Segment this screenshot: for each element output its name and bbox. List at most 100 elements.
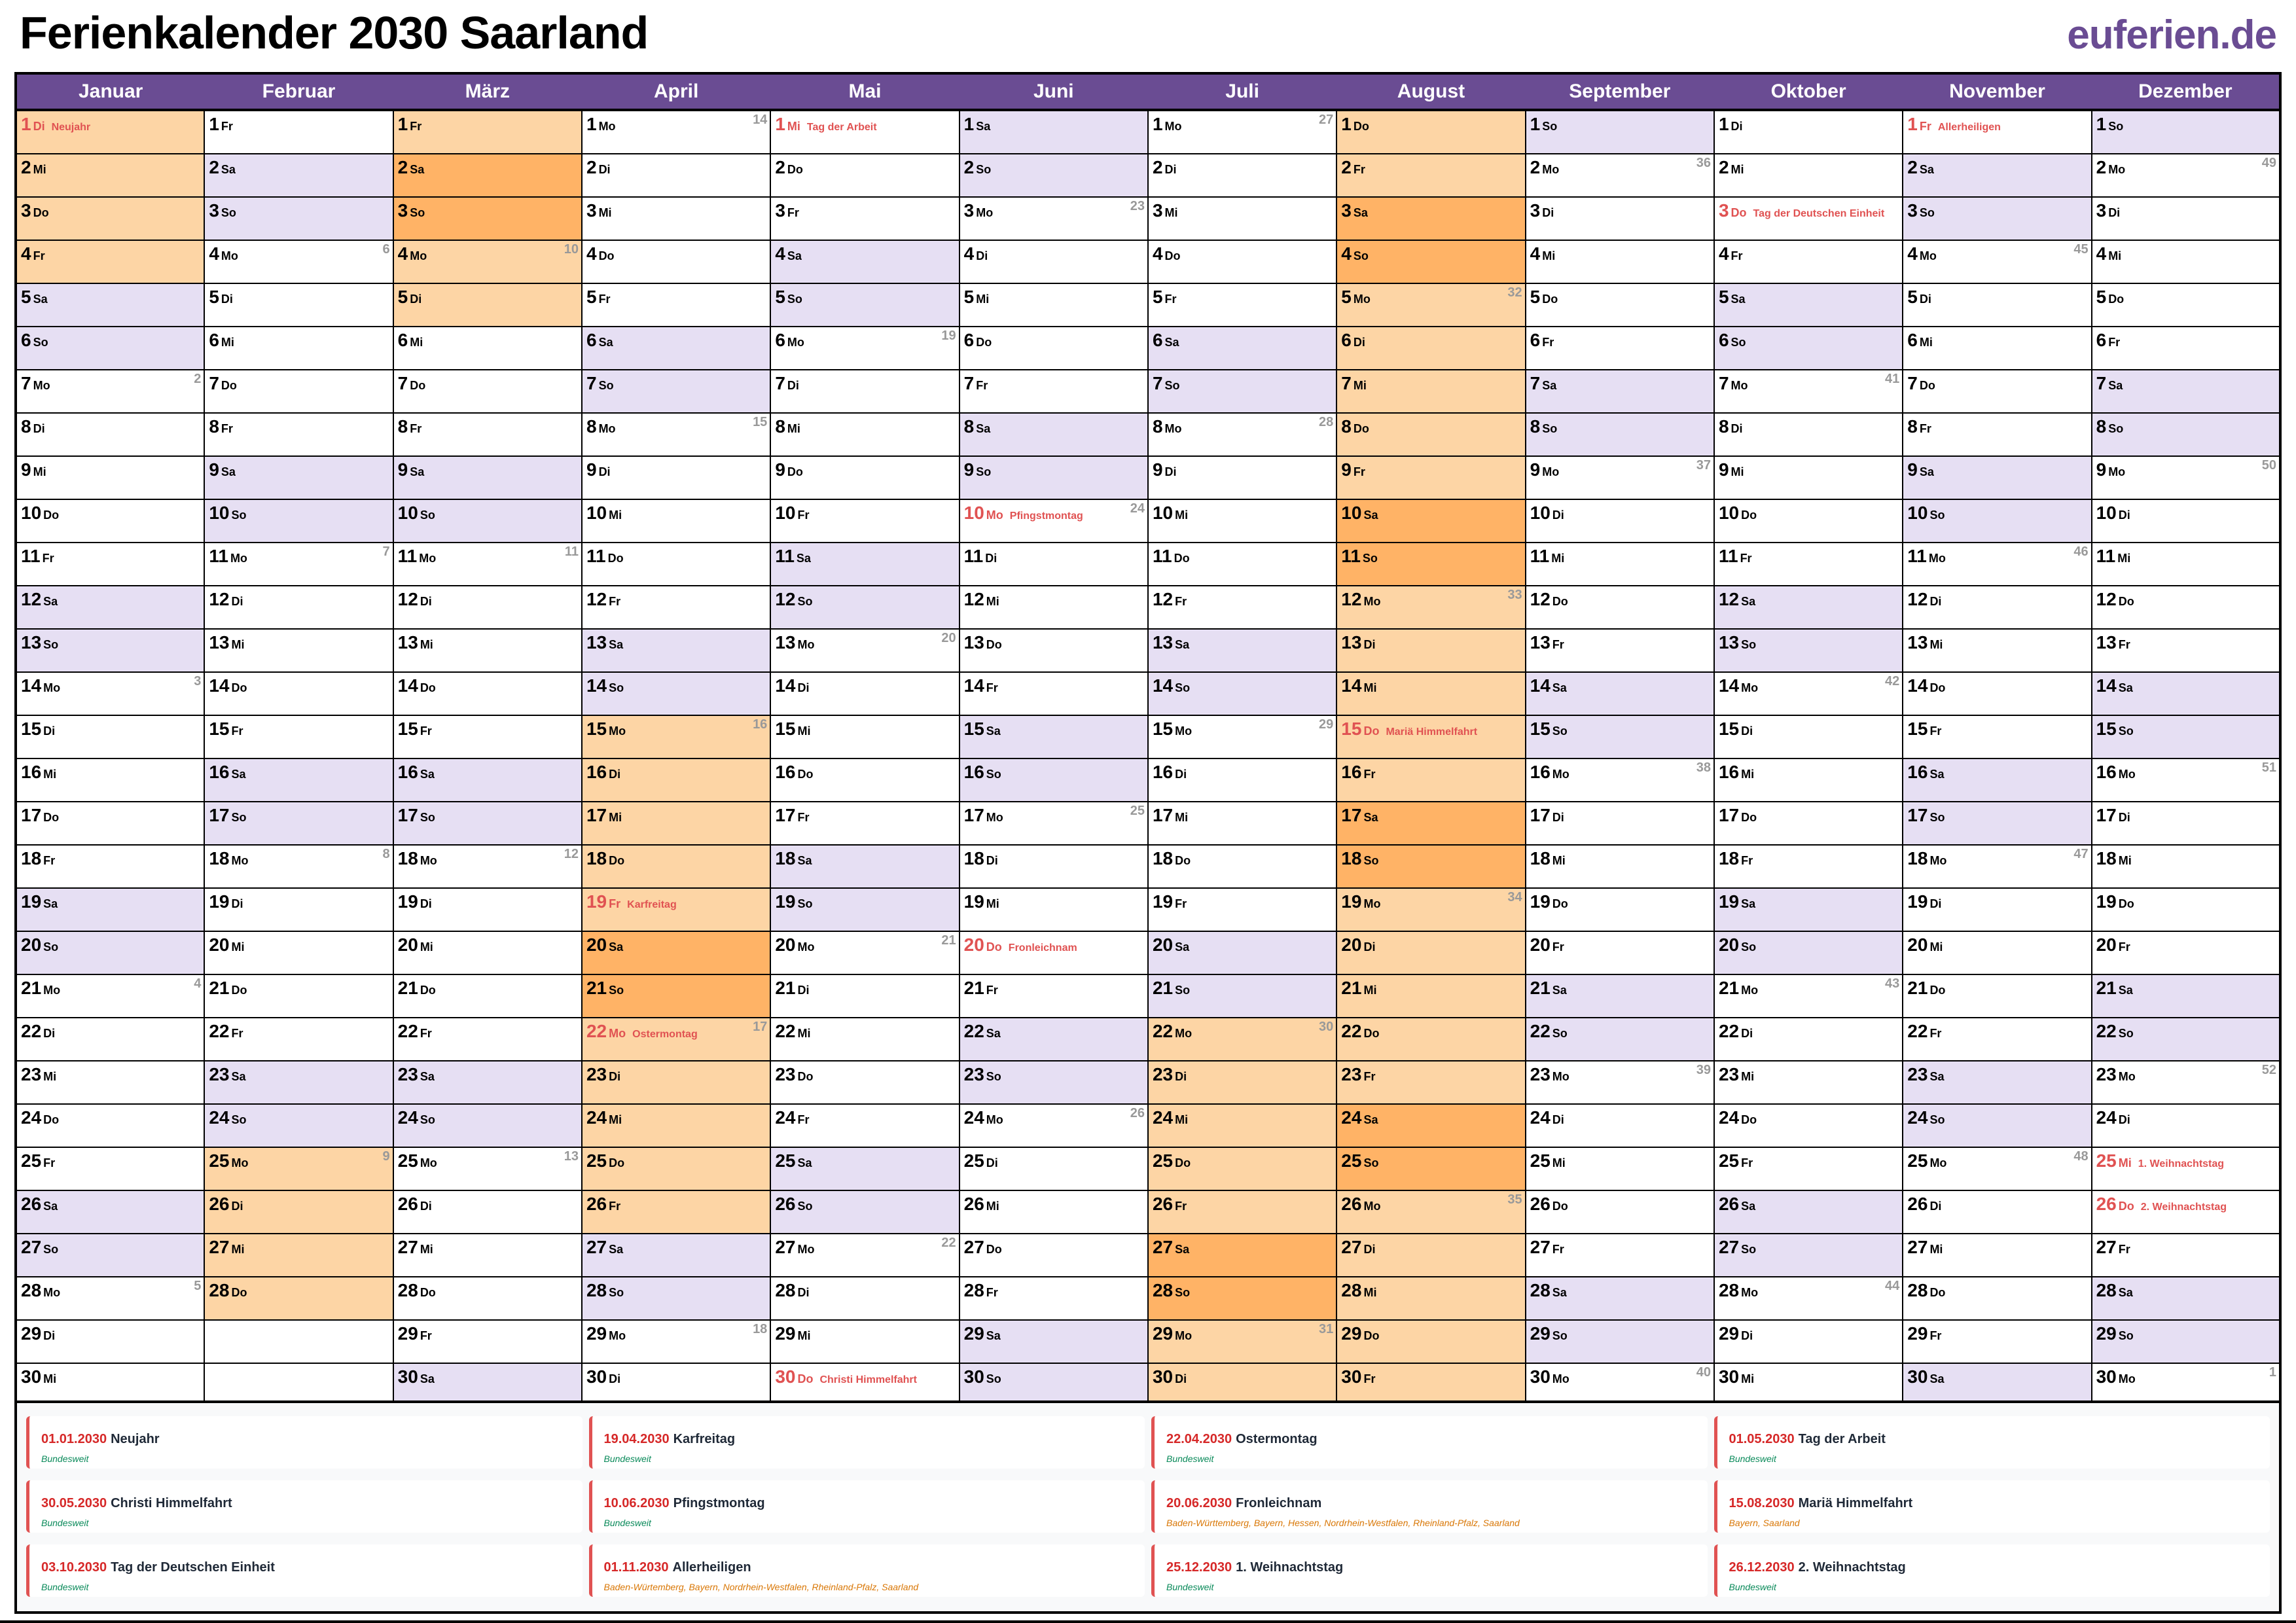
day-cell[interactable]: 1 Fr Allerheiligen [1902,109,2092,154]
day-cell[interactable]: 2 Sa [204,153,394,198]
day-cell[interactable]: 7 Sa [1524,369,1715,414]
day-cell[interactable]: 28 So [581,1276,772,1321]
day-cell[interactable]: 8 Fr [204,412,394,457]
day-cell[interactable]: 6 Mi [204,326,394,370]
day-cell[interactable]: 7 Mo 41 [1713,369,1904,414]
day-cell[interactable]: 7 Do [204,369,394,414]
day-cell[interactable]: 9 Sa [204,455,394,500]
day-cell[interactable]: 1 Do [1336,109,1526,154]
day-cell[interactable]: 18 Fr [14,844,206,889]
day-cell[interactable]: 18 Fr [1713,844,1904,889]
day-cell[interactable]: 3 Mi [581,196,772,241]
day-cell[interactable]: 27 Di [1336,1233,1526,1277]
day-cell[interactable]: 2 Do [770,153,960,198]
day-cell[interactable]: 29 Mi [770,1319,960,1364]
day-cell[interactable]: 10 Mi [581,499,772,543]
day-cell[interactable]: 11 Do [581,542,772,586]
day-cell[interactable]: 20 So [1713,931,1904,975]
day-cell[interactable]: 21 Di [770,974,960,1018]
day-cell[interactable]: 1 Mo 27 [1147,109,1338,154]
day-cell[interactable]: 26 Do [1524,1190,1715,1234]
day-cell[interactable]: 23 Fr [1336,1060,1526,1105]
day-cell[interactable]: 26 Fr [1147,1190,1338,1234]
day-cell[interactable]: 15 Di [1713,715,1904,759]
day-cell[interactable]: 6 Mi [392,326,583,370]
day-cell[interactable]: 12 Mo 33 [1336,585,1526,630]
day-cell[interactable]: 5 So [770,283,960,327]
day-cell[interactable]: 6 Do [958,326,1149,370]
day-cell[interactable]: 2 So [958,153,1149,198]
day-cell[interactable]: 19 Di [392,887,583,932]
day-cell[interactable]: 18 Sa [770,844,960,889]
day-cell[interactable]: 6 Sa [1147,326,1338,370]
day-cell[interactable]: 5 Fr [581,283,772,327]
day-cell[interactable]: 14 Sa [1524,671,1715,716]
day-cell[interactable]: 1 Di [1713,109,1904,154]
day-cell[interactable]: 7 Fr [958,369,1149,414]
day-cell[interactable]: 8 Fr [392,412,583,457]
day-cell[interactable]: 14 Fr [958,671,1149,716]
day-cell[interactable]: 17 So [204,801,394,846]
day-cell[interactable]: 14 Do [392,671,583,716]
day-cell[interactable]: 20 Fr [1524,931,1715,975]
day-cell[interactable]: 2 Di [1147,153,1338,198]
day-cell[interactable]: 22 Di [14,1017,206,1061]
day-cell[interactable]: 3 Fr [770,196,960,241]
day-cell[interactable]: 27 So [1713,1233,1904,1277]
day-cell[interactable]: 7 Di [770,369,960,414]
day-cell[interactable]: 28 Do [204,1276,394,1321]
day-cell[interactable]: 23 Di [1147,1060,1338,1105]
day-cell[interactable]: 10 Mi [1147,499,1338,543]
day-cell[interactable]: 22 So [2090,1017,2282,1061]
day-cell[interactable]: 25 Sa [770,1147,960,1191]
day-cell[interactable]: 26 Di [204,1190,394,1234]
day-cell[interactable]: 11 Di [958,542,1149,586]
day-cell[interactable]: 17 Fr [770,801,960,846]
day-cell[interactable]: 17 Mi [1147,801,1338,846]
day-cell[interactable]: 18 Mi [1524,844,1715,889]
day-cell[interactable]: 30 Sa [392,1363,583,1407]
day-cell[interactable]: 13 Mi [204,628,394,673]
day-cell[interactable]: 25 Mi [1524,1147,1715,1191]
day-cell[interactable]: 4 Fr [14,240,206,284]
day-cell[interactable]: 21 Sa [2090,974,2282,1018]
day-cell[interactable]: 3 Di [2090,196,2282,241]
day-cell[interactable]: 16 Sa [1902,758,2092,802]
day-cell[interactable]: 7 Mi [1336,369,1526,414]
day-cell[interactable]: 30 So [958,1363,1149,1407]
day-cell[interactable]: 19 Fr [1147,887,1338,932]
day-cell[interactable]: 18 So [1336,844,1526,889]
day-cell[interactable]: 17 So [392,801,583,846]
day-cell[interactable]: 30 Do Christi Himmelfahrt [770,1363,960,1407]
day-cell[interactable]: 3 Mi [1147,196,1338,241]
day-cell[interactable]: 21 So [581,974,772,1018]
day-cell[interactable]: 10 Di [2090,499,2282,543]
day-cell[interactable]: 19 Do [2090,887,2282,932]
day-cell[interactable]: 24 Do [14,1103,206,1148]
day-cell[interactable]: 20 Sa [581,931,772,975]
day-cell[interactable]: 22 Mo 30 [1147,1017,1338,1061]
day-cell[interactable]: 25 Mo 13 [392,1147,583,1191]
day-cell[interactable]: 20 Mo 21 [770,931,960,975]
day-cell[interactable]: 15 Do Mariä Himmelfahrt [1336,715,1526,759]
day-cell[interactable]: 24 So [1902,1103,2092,1148]
day-cell[interactable]: 27 So [14,1233,206,1277]
day-cell[interactable]: 7 Mo 2 [14,369,206,414]
day-cell[interactable]: 2 Mi [14,153,206,198]
day-cell[interactable]: 13 So [1713,628,1904,673]
day-cell[interactable]: 23 Do [770,1060,960,1105]
day-cell[interactable]: 4 So [1336,240,1526,284]
day-cell[interactable]: 8 Mo 28 [1147,412,1338,457]
day-cell[interactable]: 28 Mo 44 [1713,1276,1904,1321]
day-cell[interactable]: 3 Mo 23 [958,196,1149,241]
day-cell[interactable]: 28 Do [392,1276,583,1321]
day-cell[interactable]: 21 Mi [1336,974,1526,1018]
day-cell[interactable]: 18 Mo 8 [204,844,394,889]
day-cell[interactable]: 22 Fr [1902,1017,2092,1061]
day-cell[interactable]: 9 Mi [14,455,206,500]
day-cell[interactable]: 26 Di [392,1190,583,1234]
day-cell[interactable]: 9 Sa [1902,455,2092,500]
day-cell[interactable]: 10 Do [14,499,206,543]
day-cell[interactable]: 19 Sa [14,887,206,932]
day-cell[interactable]: 8 Fr [1902,412,2092,457]
